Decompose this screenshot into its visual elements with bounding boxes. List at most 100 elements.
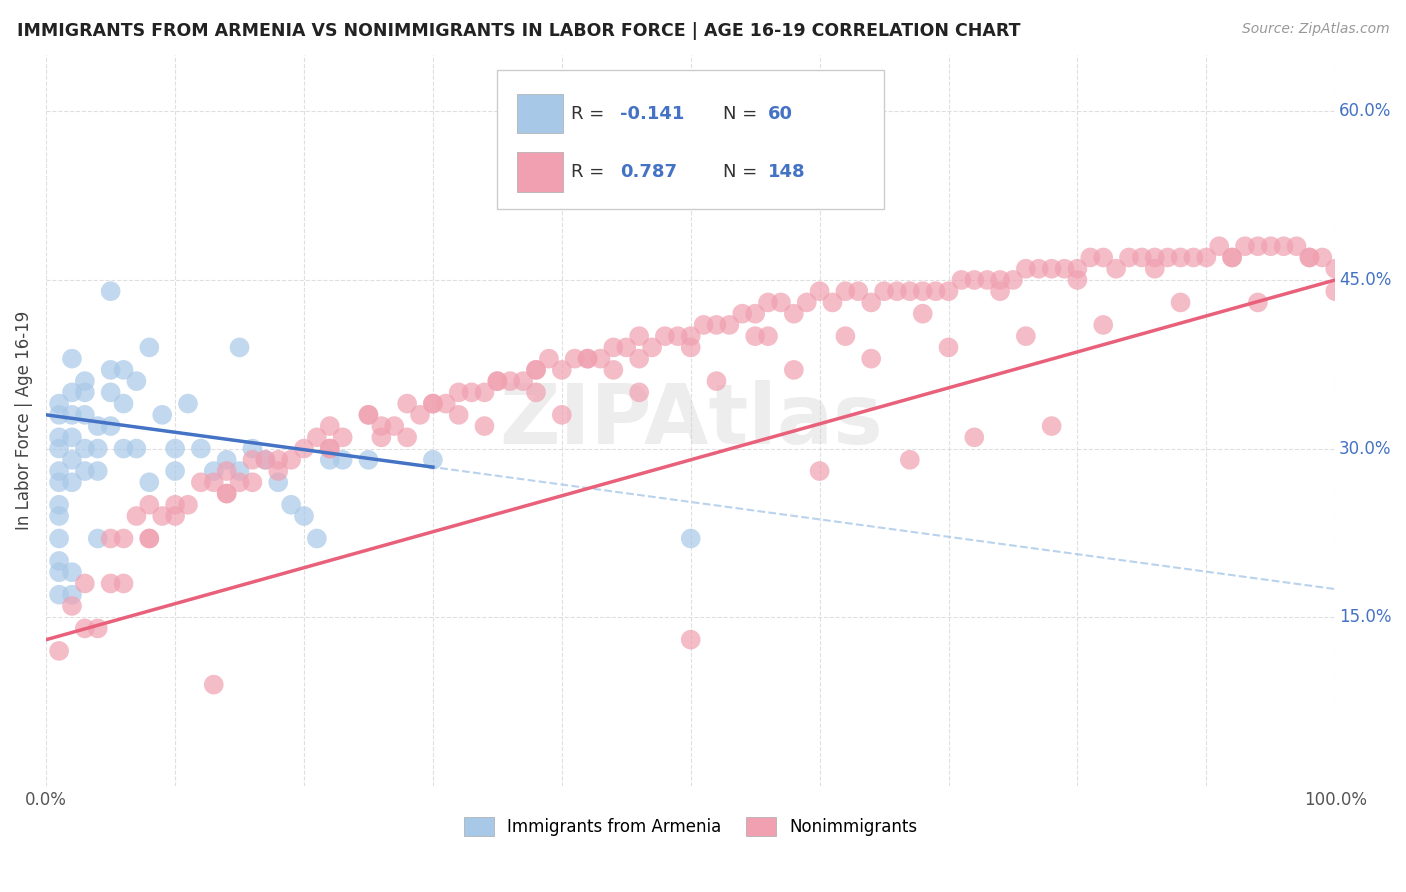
Point xyxy=(834,284,856,298)
Point xyxy=(628,329,651,343)
Point xyxy=(1143,251,1166,265)
Point xyxy=(48,565,70,579)
Point xyxy=(48,554,70,568)
Point xyxy=(898,284,921,298)
Point xyxy=(1015,261,1038,276)
Point xyxy=(474,419,496,434)
Point xyxy=(474,385,496,400)
Text: ZIPAtlas: ZIPAtlas xyxy=(499,380,883,461)
Point xyxy=(1092,251,1115,265)
Point xyxy=(332,430,354,444)
Point xyxy=(60,475,83,490)
Point xyxy=(280,452,302,467)
Text: Source: ZipAtlas.com: Source: ZipAtlas.com xyxy=(1241,22,1389,37)
Point xyxy=(100,363,122,377)
Point xyxy=(87,532,110,546)
Point xyxy=(177,396,200,410)
Point xyxy=(267,475,290,490)
Point xyxy=(396,430,419,444)
Point xyxy=(112,532,135,546)
Point xyxy=(628,385,651,400)
Point xyxy=(165,508,187,523)
Point xyxy=(460,385,482,400)
Text: N =: N = xyxy=(723,104,763,122)
Point xyxy=(60,385,83,400)
Point xyxy=(783,363,806,377)
Point xyxy=(1130,251,1153,265)
Point xyxy=(150,508,173,523)
Point xyxy=(537,351,560,366)
Point xyxy=(988,284,1011,298)
Point xyxy=(73,385,96,400)
Point xyxy=(679,632,702,647)
Point xyxy=(190,442,212,456)
Point xyxy=(305,430,328,444)
Point xyxy=(1040,261,1063,276)
Point xyxy=(177,498,200,512)
Point xyxy=(1040,419,1063,434)
Point xyxy=(1208,239,1230,253)
Point xyxy=(138,532,160,546)
Point xyxy=(138,475,160,490)
Point xyxy=(396,396,419,410)
Point xyxy=(1170,295,1192,310)
Text: 60.0%: 60.0% xyxy=(1339,103,1392,120)
Point xyxy=(873,284,896,298)
Point xyxy=(783,307,806,321)
Point xyxy=(614,340,637,354)
Point xyxy=(769,295,792,310)
Point xyxy=(112,442,135,456)
Point xyxy=(87,442,110,456)
Point xyxy=(60,588,83,602)
Point xyxy=(1170,251,1192,265)
Point xyxy=(138,340,160,354)
Point xyxy=(409,408,432,422)
FancyBboxPatch shape xyxy=(516,94,562,133)
Point xyxy=(267,452,290,467)
Text: R =: R = xyxy=(571,104,610,122)
Text: IMMIGRANTS FROM ARMENIA VS NONIMMIGRANTS IN LABOR FORCE | AGE 16-19 CORRELATION : IMMIGRANTS FROM ARMENIA VS NONIMMIGRANTS… xyxy=(17,22,1021,40)
Point xyxy=(48,498,70,512)
Point xyxy=(821,295,844,310)
Point xyxy=(422,396,444,410)
Point xyxy=(138,498,160,512)
Point xyxy=(138,532,160,546)
Text: 30.0%: 30.0% xyxy=(1339,440,1392,458)
Point xyxy=(602,363,624,377)
Point xyxy=(370,430,392,444)
Point xyxy=(564,351,586,366)
Point xyxy=(100,532,122,546)
Point xyxy=(60,599,83,613)
Point xyxy=(1143,261,1166,276)
Point xyxy=(87,622,110,636)
Text: 15.0%: 15.0% xyxy=(1339,608,1392,626)
Point xyxy=(834,329,856,343)
Point xyxy=(319,442,342,456)
Point xyxy=(190,475,212,490)
Point xyxy=(100,419,122,434)
Point xyxy=(1285,239,1308,253)
Point xyxy=(202,464,225,478)
Point xyxy=(576,351,599,366)
Point xyxy=(1324,261,1347,276)
Point xyxy=(1118,251,1140,265)
Point xyxy=(228,475,250,490)
Point xyxy=(242,475,264,490)
Point xyxy=(100,284,122,298)
Point xyxy=(319,419,342,434)
Point xyxy=(73,622,96,636)
Point xyxy=(357,408,380,422)
Point xyxy=(692,318,714,332)
Text: 45.0%: 45.0% xyxy=(1339,271,1392,289)
Point xyxy=(524,385,547,400)
Point xyxy=(602,340,624,354)
Text: 0.787: 0.787 xyxy=(620,163,676,181)
Point xyxy=(950,273,973,287)
Point xyxy=(524,363,547,377)
Point xyxy=(860,295,883,310)
Point xyxy=(938,340,960,354)
Point xyxy=(215,452,238,467)
Legend: Immigrants from Armenia, Nonimmigrants: Immigrants from Armenia, Nonimmigrants xyxy=(464,817,918,836)
Point xyxy=(963,273,986,287)
Point xyxy=(422,452,444,467)
